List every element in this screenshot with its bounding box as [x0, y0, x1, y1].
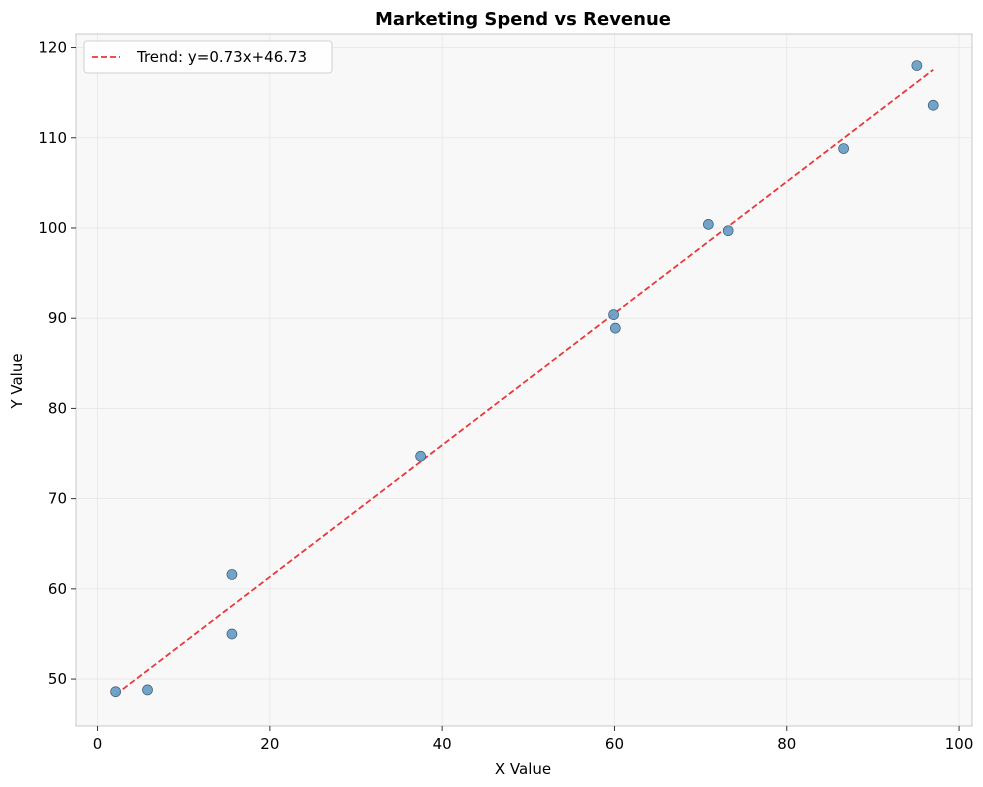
y-tick-label: 90 — [48, 309, 67, 327]
x-tick-label: 40 — [433, 735, 452, 753]
scatter-point — [911, 60, 923, 71]
y-axis-label: Y Value — [8, 353, 26, 409]
y-tick-label: 100 — [38, 219, 67, 237]
scatter-point — [608, 309, 619, 320]
plot-frame — [75, 33, 973, 727]
scatter-point — [142, 684, 153, 696]
x-axis-ticks: 0 20 40 60 80 100 — [93, 726, 974, 753]
chart-title: Marketing Spend vs Revenue — [375, 9, 671, 30]
y-tick-label: 70 — [48, 490, 67, 508]
x-tick-label: 60 — [605, 735, 624, 753]
points-layer — [110, 60, 939, 698]
scatter-point — [110, 686, 121, 698]
legend: Trend: y=0.73x+46.73 — [83, 40, 333, 74]
scatter-point — [226, 569, 238, 580]
scatter-point — [703, 219, 714, 230]
scatter-point — [722, 225, 734, 237]
grid — [76, 34, 972, 726]
scatter-point — [609, 322, 621, 334]
y-tick-label: 80 — [48, 399, 67, 417]
scatter-point — [927, 99, 939, 111]
y-tick-label: 110 — [38, 129, 67, 147]
x-tick-label: 80 — [777, 735, 796, 753]
legend-box — [83, 40, 333, 74]
y-axis-ticks: 50 60 70 80 90 100 110 120 — [38, 39, 76, 688]
y-tick-label: 120 — [38, 39, 67, 57]
x-tick-label: 20 — [260, 735, 279, 753]
legend-trend-label: Trend: y=0.73x+46.73 — [136, 48, 307, 66]
x-axis-label: X Value — [495, 760, 551, 778]
y-tick-label: 50 — [48, 670, 67, 688]
scatter-point — [226, 628, 238, 640]
x-tick-label: 100 — [945, 735, 974, 753]
scatter-point — [838, 143, 849, 154]
x-tick-label: 0 — [93, 735, 103, 753]
y-tick-label: 60 — [48, 580, 67, 598]
scatter-point — [415, 450, 426, 462]
trend-layer — [115, 69, 934, 696]
trend-line — [115, 69, 934, 696]
